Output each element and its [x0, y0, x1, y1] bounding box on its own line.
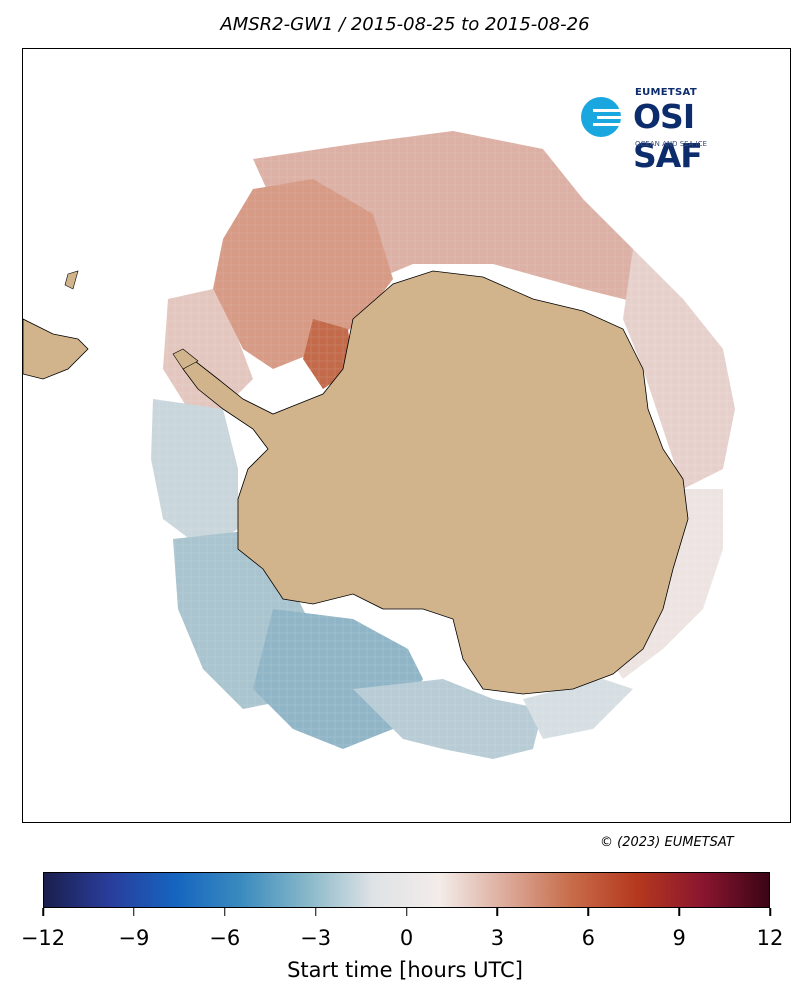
colorbar-tick-mark [133, 908, 135, 916]
colorbar [43, 872, 770, 908]
copyright: © (2023) EUMETSAT [600, 835, 734, 850]
colorbar-tick-label: 12 [756, 926, 784, 950]
map-panel: EUMETSAT OSI SAF OCEAN AND SEA ICE [22, 48, 791, 823]
antarctica [172, 270, 689, 695]
antarctic-peninsula-tip [172, 348, 199, 370]
osi-saf-logo: EUMETSAT OSI SAF OCEAN AND SEA ICE [581, 87, 771, 175]
colorbar-tick-label: −3 [300, 926, 332, 950]
osi-saf-logo-mark-icon [581, 97, 625, 137]
colorbar-tick-mark [405, 908, 408, 916]
colorbar-tick-label: −9 [118, 926, 150, 950]
south-america-tip [23, 270, 89, 380]
sea-ice-map [23, 129, 743, 769]
colorbar-tick-label: 9 [672, 926, 686, 950]
map-title: AMSR2-GW1 / 2015-08-25 to 2015-08-26 [220, 14, 590, 35]
colorbar-tick-mark [314, 908, 317, 916]
logo-tagline: OCEAN AND SEA ICE [635, 140, 707, 148]
colorbar-tick-mark [678, 908, 680, 916]
colorbar-tick-mark [496, 908, 499, 916]
colorbar-tick-mark [224, 908, 226, 916]
colorbar-label: Start time [hours UTC] [287, 958, 523, 982]
colorbar-tick-label: 3 [490, 926, 505, 950]
colorbar-tick-mark [42, 908, 44, 916]
colorbar-tick-label: −6 [209, 926, 241, 950]
colorbar-tick-mark [587, 908, 589, 916]
colorbar-tick-label: 6 [581, 926, 595, 950]
colorbar-tick-label: 0 [399, 926, 414, 950]
colorbar-tick-mark [769, 908, 771, 916]
logo-brand: OSI SAF [633, 97, 703, 175]
colorbar-ticks: −12 −9 −6 −3 0 3 6 9 12 [0, 908, 810, 950]
colorbar-tick-label: −12 [20, 926, 66, 950]
logo-org: EUMETSAT [635, 87, 697, 98]
